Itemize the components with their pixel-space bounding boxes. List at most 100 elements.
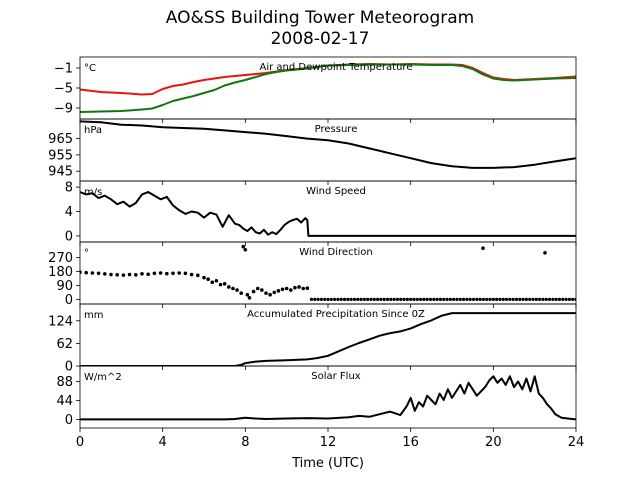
data-point xyxy=(333,297,337,301)
data-point xyxy=(501,297,505,301)
unit-label: m/s xyxy=(84,187,102,198)
unit-label: °C xyxy=(84,63,96,74)
data-point xyxy=(293,285,297,290)
data-point xyxy=(231,286,235,291)
data-point xyxy=(268,292,272,297)
panel-title: Wind Direction xyxy=(299,247,373,258)
panel-1: −1 −5 −9 °C Air and Dewpoint Temperature xyxy=(54,56,577,123)
data-point xyxy=(121,273,126,277)
data-point xyxy=(301,286,306,291)
data-point xyxy=(442,297,446,301)
data-point xyxy=(165,271,169,276)
y-tick-label: 270 xyxy=(48,251,73,266)
series-line xyxy=(80,63,576,113)
data-point xyxy=(171,271,175,276)
panel-5: 124 62 0 mm Accumulated Precipitation Since … xyxy=(48,303,577,375)
y-tick-label: 62 xyxy=(56,337,73,352)
data-point xyxy=(498,297,502,301)
data-point xyxy=(289,288,293,292)
figure-title-line2: 2008-02-17 xyxy=(270,29,370,49)
data-point xyxy=(146,272,150,277)
x-axis-label: Time (UTC) xyxy=(291,456,364,471)
x-tick-label: 4 xyxy=(159,435,167,450)
y-tick-label: 4 xyxy=(65,205,73,220)
data-point xyxy=(478,297,482,301)
data-point xyxy=(458,297,462,301)
data-point xyxy=(247,296,252,300)
series-line xyxy=(80,120,576,169)
data-point xyxy=(418,297,423,301)
y-tick-label: 955 xyxy=(48,148,73,163)
data-point xyxy=(461,297,466,301)
data-point xyxy=(415,297,419,301)
data-point xyxy=(359,297,363,301)
series-line xyxy=(80,191,576,237)
data-point xyxy=(255,286,260,291)
data-point xyxy=(342,297,347,301)
panel-title: Air and Dewpoint Temperature xyxy=(260,62,413,73)
data-point xyxy=(319,297,323,301)
data-point xyxy=(115,273,119,277)
data-point xyxy=(369,297,373,301)
data-point xyxy=(264,291,268,295)
data-point xyxy=(90,271,95,275)
y-tick-label: 965 xyxy=(48,132,73,147)
y-tick-label: 0 xyxy=(65,229,73,244)
data-point xyxy=(284,286,289,291)
data-point xyxy=(239,291,243,295)
data-point xyxy=(189,272,194,277)
data-point xyxy=(485,297,489,301)
data-point xyxy=(475,297,479,301)
data-point xyxy=(468,297,472,301)
series-4-2 xyxy=(309,297,576,301)
y-tick-label: −9 xyxy=(54,102,73,117)
data-point xyxy=(518,297,522,301)
data-point xyxy=(235,288,239,292)
data-point xyxy=(395,297,400,301)
data-point xyxy=(379,297,383,301)
data-point xyxy=(531,297,535,301)
panel-title: Solar Flux xyxy=(311,371,361,382)
x-tick-label: 0 xyxy=(76,435,84,450)
data-point xyxy=(196,273,200,278)
data-point xyxy=(491,297,495,301)
data-point xyxy=(538,297,542,301)
data-point xyxy=(521,297,525,301)
data-point xyxy=(402,297,406,301)
data-point xyxy=(349,297,353,301)
data-point xyxy=(183,271,188,276)
series-line xyxy=(80,375,576,421)
data-point xyxy=(372,297,376,301)
data-point xyxy=(329,297,333,301)
data-point xyxy=(385,297,390,301)
data-point xyxy=(362,297,366,301)
data-point xyxy=(541,297,545,301)
data-point xyxy=(206,277,210,282)
data-point xyxy=(346,297,350,301)
data-point xyxy=(405,297,409,301)
y-tick-label: 8 xyxy=(65,181,73,196)
x-tick-label: 24 xyxy=(568,435,585,450)
data-point xyxy=(323,297,327,301)
data-point xyxy=(504,297,509,301)
data-point xyxy=(554,297,558,301)
data-point xyxy=(528,297,532,301)
series-6-1 xyxy=(80,375,576,421)
data-point xyxy=(127,272,132,277)
unit-label: W/m^2 xyxy=(84,372,122,383)
x-tick-label: 12 xyxy=(320,435,337,450)
data-point xyxy=(412,297,416,301)
data-point xyxy=(227,285,231,289)
data-point xyxy=(316,297,320,301)
data-point xyxy=(336,297,340,301)
data-point xyxy=(84,270,88,275)
y-tick-label: 945 xyxy=(48,165,73,180)
data-point xyxy=(297,285,301,289)
unit-label: mm xyxy=(84,310,103,321)
data-point xyxy=(218,282,223,287)
data-point xyxy=(561,297,565,301)
data-point xyxy=(158,271,163,275)
data-point xyxy=(524,297,529,301)
data-point xyxy=(222,282,227,286)
data-point xyxy=(245,292,250,297)
